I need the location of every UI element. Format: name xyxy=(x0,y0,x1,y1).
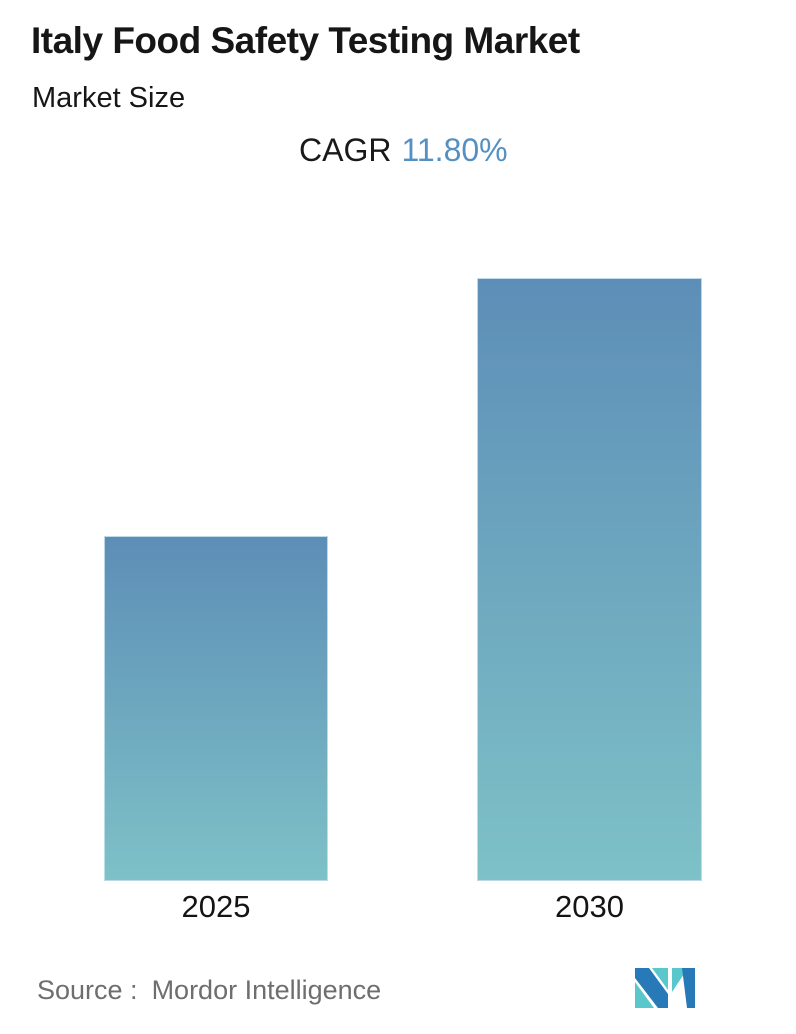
mordor-intelligence-logo xyxy=(635,968,695,1008)
cagr-label: CAGR xyxy=(299,132,392,168)
bar-2025 xyxy=(104,536,328,881)
source-text: Source : Mordor Intelligence xyxy=(37,975,381,1006)
page-title: Italy Food Safety Testing Market xyxy=(31,20,580,61)
cagr-value: 11.80% xyxy=(401,132,508,168)
category-label-2030: 2030 xyxy=(555,889,624,924)
source-label: Source : xyxy=(37,975,138,1005)
bar-2030 xyxy=(477,278,702,881)
source-value: Mordor Intelligence xyxy=(151,975,382,1005)
page-subtitle: Market Size xyxy=(32,82,186,114)
cagr-annotation: CAGR 11.80% xyxy=(299,132,508,169)
category-label-2025: 2025 xyxy=(181,889,251,924)
